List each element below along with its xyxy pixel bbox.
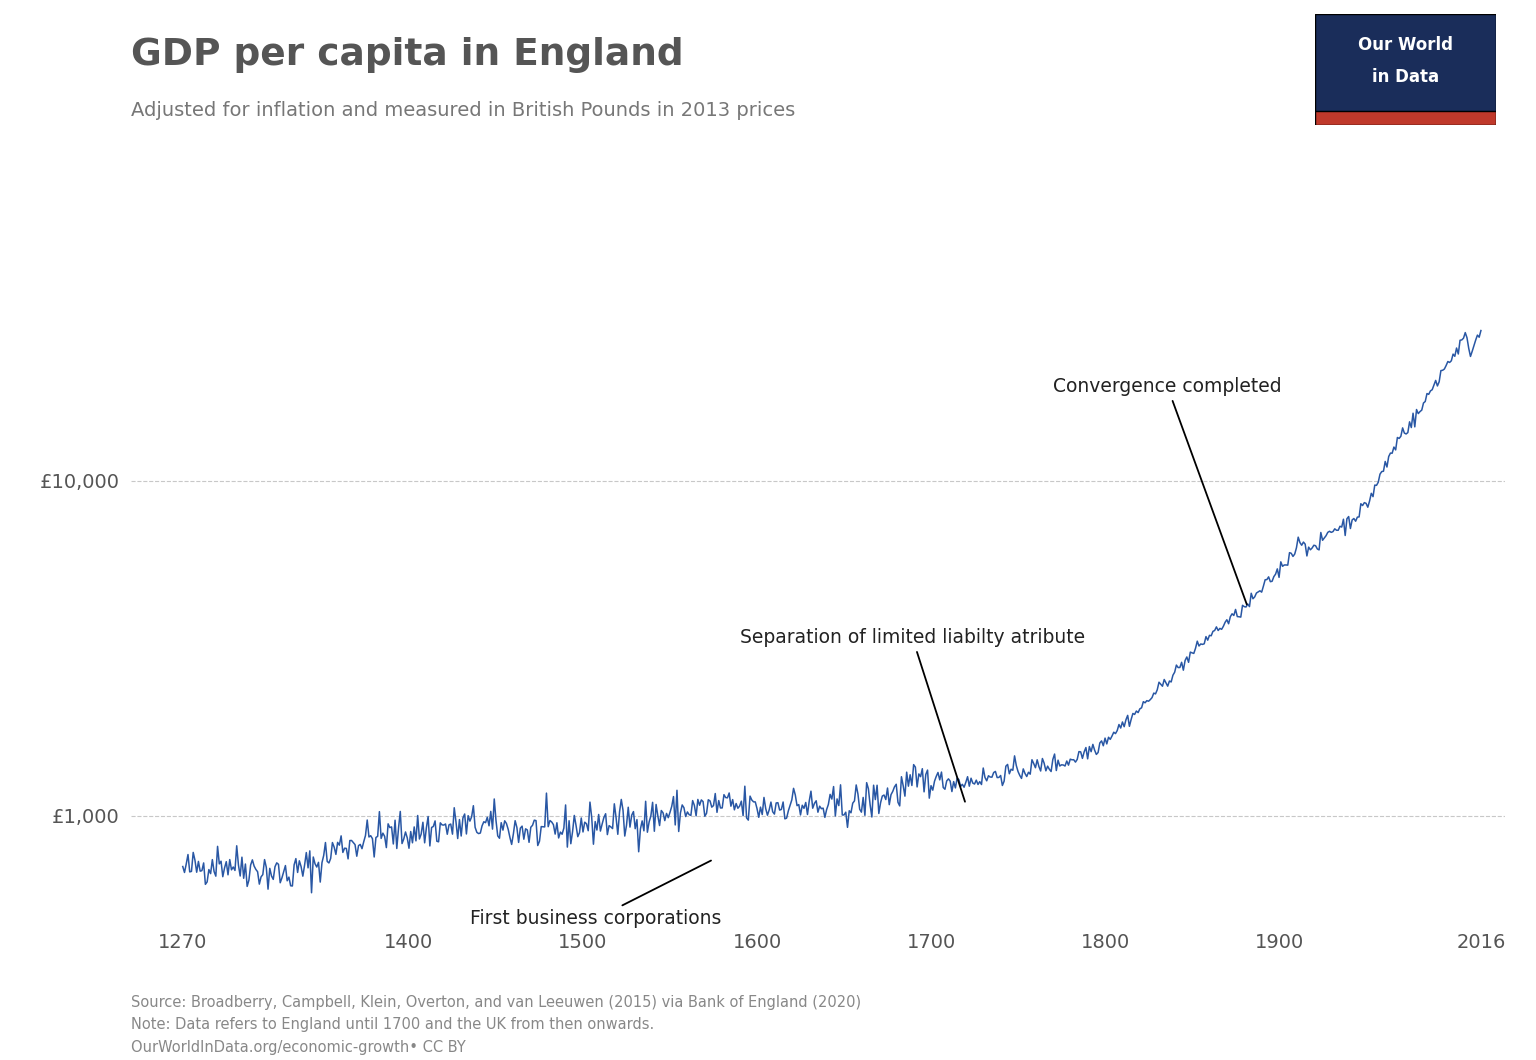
Text: Our World: Our World bbox=[1358, 36, 1453, 54]
FancyBboxPatch shape bbox=[1315, 14, 1496, 125]
Text: Separation of limited liabilty atribute: Separation of limited liabilty atribute bbox=[740, 628, 1084, 801]
Text: Source: Broadberry, Campbell, Klein, Overton, and van Leeuwen (2015) via Bank of: Source: Broadberry, Campbell, Klein, Ove… bbox=[131, 995, 860, 1055]
Text: Convergence completed: Convergence completed bbox=[1052, 376, 1281, 604]
FancyBboxPatch shape bbox=[1315, 110, 1496, 125]
Text: in Data: in Data bbox=[1372, 68, 1439, 86]
Text: GDP per capita in England: GDP per capita in England bbox=[131, 37, 684, 73]
Text: Adjusted for inflation and measured in British Pounds in 2013 prices: Adjusted for inflation and measured in B… bbox=[131, 101, 794, 120]
Text: First business corporations: First business corporations bbox=[470, 861, 722, 929]
